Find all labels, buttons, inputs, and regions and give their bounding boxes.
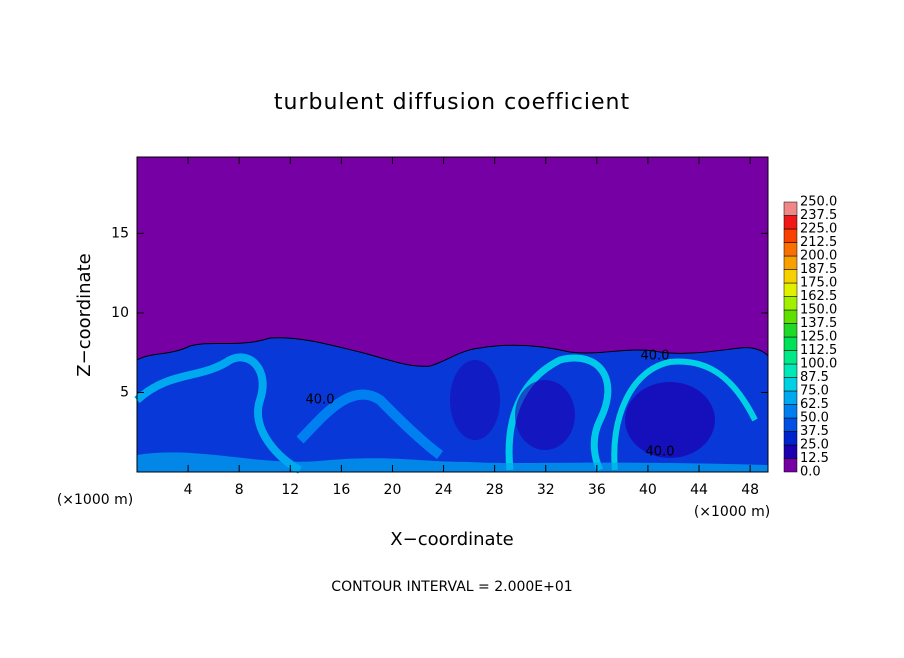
- colorbar-label: 87.5: [800, 370, 829, 385]
- colorbar-band: [783, 444, 798, 459]
- colorbar-label: 150.0: [800, 303, 837, 318]
- contour-label: 40.0: [641, 349, 670, 364]
- colorbar-band: [783, 350, 798, 365]
- colorbar-label: 162.5: [800, 289, 837, 304]
- colorbar-label: 25.0: [800, 438, 829, 453]
- colorbar-label: 137.5: [800, 316, 837, 331]
- colorbar-band: [783, 390, 798, 405]
- colorbar-band: [783, 309, 798, 324]
- x-tick-label: 20: [384, 482, 402, 498]
- colorbar-band: [783, 282, 798, 297]
- x-tick-label: 48: [741, 482, 759, 498]
- y-axis-label: Z−coordinate: [74, 253, 95, 376]
- colorbar-label: 37.5: [800, 424, 829, 439]
- colorbar-band: [783, 363, 798, 378]
- contour-label: 40.0: [306, 393, 335, 408]
- plot-frame: [136, 156, 769, 473]
- x-tick-label: 40: [639, 482, 657, 498]
- x-tick-label: 44: [690, 482, 708, 498]
- colorbar-band: [783, 431, 798, 446]
- colorbar-label: 50.0: [800, 411, 829, 426]
- colorbar-band: [783, 201, 798, 216]
- x-tick-label: 24: [435, 482, 453, 498]
- colorbar-band: [783, 404, 798, 419]
- colorbar-band: [783, 296, 798, 311]
- field-vortex: [625, 382, 715, 458]
- colorbar-label: 62.5: [800, 397, 829, 412]
- colorbar-label: 12.5: [800, 451, 829, 466]
- colorbar-band: [783, 228, 798, 243]
- colorbar-label: 200.0: [800, 249, 837, 264]
- colorbar-label: 237.5: [800, 208, 837, 223]
- colorbar-band: [783, 336, 798, 351]
- colorbar-label: 75.0: [800, 384, 829, 399]
- colorbar-label: 112.5: [800, 343, 837, 358]
- colorbar-band: [783, 215, 798, 230]
- colorbar-label: 100.0: [800, 357, 837, 372]
- colorbar-band: [783, 417, 798, 432]
- x-tick-label: 8: [235, 482, 244, 498]
- x-axis-label: X−coordinate: [390, 529, 513, 550]
- colorbar-label: 225.0: [800, 222, 837, 237]
- colorbar-label: 250.0: [800, 195, 837, 210]
- colorbar-label: 212.5: [800, 235, 837, 250]
- colorbar-band: [783, 242, 798, 257]
- contour-field: [134, 157, 769, 474]
- y-tick-label: 5: [120, 384, 129, 400]
- colorbar-band: [783, 458, 798, 473]
- colorbar-label: 175.0: [800, 276, 837, 291]
- colorbar-label: 125.0: [800, 330, 837, 345]
- x-unit: (×1000 m): [694, 504, 770, 520]
- x-tick-label: 4: [184, 482, 193, 498]
- x-tick-label: 12: [281, 482, 299, 498]
- x-tick-label: 28: [486, 482, 504, 498]
- colorbar-band: [783, 255, 798, 270]
- colorbar-label: 0.0: [800, 465, 821, 480]
- x-tick-label: 36: [588, 482, 606, 498]
- field-vortex: [515, 380, 575, 450]
- y-tick-label: 15: [111, 225, 129, 241]
- field-vortex: [450, 360, 500, 440]
- x-unit: (×1000 m): [57, 492, 133, 508]
- y-tick-label: 10: [111, 305, 129, 321]
- colorbar-band: [783, 269, 798, 284]
- colorbar-label: 187.5: [800, 262, 837, 277]
- contour-note: CONTOUR INTERVAL = 2.000E+01: [331, 579, 572, 595]
- chart-title: turbulent diffusion coefficient: [274, 90, 630, 115]
- field-band: [137, 452, 768, 472]
- colorbar-band: [783, 377, 798, 392]
- x-tick-label: 32: [537, 482, 555, 498]
- colorbar-band: [783, 323, 798, 338]
- field-band: [611, 358, 758, 471]
- field-band: [296, 389, 444, 459]
- field-band: [134, 353, 302, 474]
- contour-label: 40.0: [646, 445, 675, 460]
- x-tick-label: 16: [332, 482, 350, 498]
